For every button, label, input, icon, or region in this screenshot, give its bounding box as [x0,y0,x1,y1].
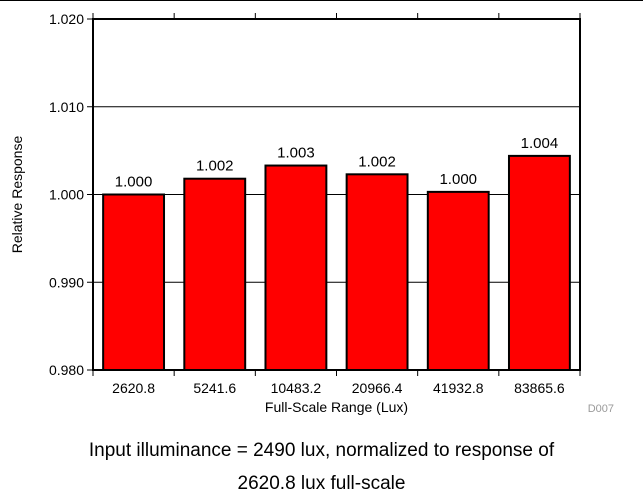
caption-line-2: 2620.8 lux full-scale [237,473,406,494]
bar [264,164,328,371]
x-tick-label: 41932.8 [433,380,484,396]
bar [345,173,409,371]
x-tick-label: 20966.4 [352,380,403,396]
bar [183,177,247,371]
top-rule [0,0,643,1]
bar [102,193,166,371]
bar [507,154,571,371]
data-label: 1.000 [439,171,477,188]
y-axis-label: Relative Response [9,136,25,254]
bars [102,154,571,371]
data-label: 1.003 [277,145,315,162]
x-axis-label: Full-Scale Range (Lux) [265,399,408,415]
y-tick-labels: 0.980 0.990 1.000 1.010 1.020 [49,11,84,378]
data-label: 1.002 [196,158,234,175]
data-label: 1.002 [358,153,396,170]
x-tick-label: 2620.8 [112,380,155,396]
bar-chart: 1.000 1.002 1.003 1.002 1.000 1.004 0.980 0.99… [9,11,614,415]
axis-ticks [87,13,581,376]
data-labels: 1.000 1.002 1.003 1.002 1.000 1.004 [115,135,558,191]
figure-id: D007 [588,403,614,415]
x-tick-label: 10483.2 [271,380,322,396]
x-tick-labels: 2620.8 5241.6 10483.2 20966.4 41932.8 83865.6 [112,380,565,396]
bar [426,190,490,371]
y-tick-label: 1.000 [49,187,84,203]
y-tick-label: 1.010 [49,99,84,115]
y-tick-label: 1.020 [49,11,84,27]
data-label: 1.004 [521,135,559,152]
x-tick-label: 5241.6 [193,380,236,396]
x-tick-label: 83865.6 [514,380,565,396]
data-label: 1.000 [115,174,153,191]
y-tick-label: 0.990 [49,274,84,290]
caption-line-1: Input illuminance = 2490 lux, normalized… [88,440,555,461]
grid-lines [93,106,580,283]
y-tick-label: 0.980 [49,362,84,378]
